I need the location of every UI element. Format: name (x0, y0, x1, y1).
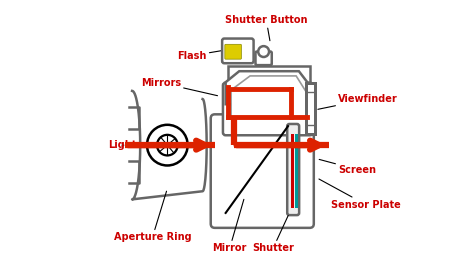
Text: Flash: Flash (177, 51, 221, 61)
FancyBboxPatch shape (306, 83, 315, 134)
Text: Sensor Plate: Sensor Plate (319, 179, 401, 210)
Text: Aperture Ring: Aperture Ring (114, 191, 191, 242)
Text: Screen: Screen (319, 159, 376, 175)
FancyBboxPatch shape (211, 114, 314, 228)
Text: Mirrors: Mirrors (141, 78, 218, 96)
Polygon shape (231, 76, 307, 118)
Circle shape (147, 125, 188, 165)
Text: Viewfinder: Viewfinder (318, 94, 398, 109)
Text: Light: Light (108, 140, 136, 150)
Circle shape (157, 135, 178, 155)
Polygon shape (132, 91, 207, 199)
Text: Mirror: Mirror (212, 199, 247, 253)
FancyBboxPatch shape (222, 39, 254, 63)
Polygon shape (215, 67, 310, 224)
Bar (291, 134, 294, 207)
FancyBboxPatch shape (287, 124, 299, 215)
FancyBboxPatch shape (255, 52, 272, 65)
Text: Shutter: Shutter (252, 215, 294, 253)
Polygon shape (226, 71, 310, 104)
Text: Shutter Button: Shutter Button (225, 15, 307, 41)
Circle shape (258, 46, 269, 57)
Bar (295, 134, 298, 207)
FancyBboxPatch shape (225, 44, 241, 59)
FancyBboxPatch shape (223, 83, 313, 135)
